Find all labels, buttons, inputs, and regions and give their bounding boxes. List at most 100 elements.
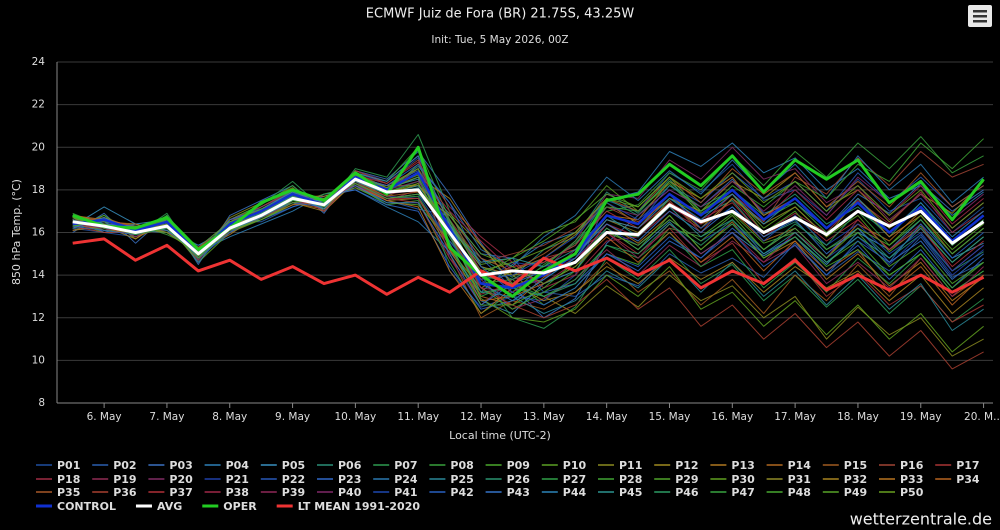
legend-label: CONTROL bbox=[57, 500, 116, 513]
x-tick-label: 6. May bbox=[87, 411, 122, 423]
y-tick-label: 18 bbox=[32, 184, 45, 196]
series-line bbox=[72, 168, 984, 306]
legend-label: P19 bbox=[113, 473, 136, 486]
series-line bbox=[72, 145, 985, 298]
legend-label: P23 bbox=[338, 473, 361, 486]
legend-label: AVG bbox=[157, 500, 182, 513]
x-tick-label: 15. May bbox=[649, 411, 691, 423]
y-tick-label: 24 bbox=[32, 56, 46, 68]
x-tick-label: 12. May bbox=[460, 411, 502, 423]
menu-icon-bar bbox=[973, 20, 987, 23]
legend-label: P40 bbox=[338, 486, 362, 499]
legend-label: P26 bbox=[507, 473, 531, 486]
legend-label: P36 bbox=[113, 486, 137, 499]
legend-label: P03 bbox=[169, 459, 192, 472]
legend-label: P48 bbox=[788, 486, 811, 499]
y-tick-label: 14 bbox=[32, 269, 46, 281]
legend-label: P20 bbox=[169, 473, 193, 486]
legend-label: P05 bbox=[282, 459, 305, 472]
legend-label: P15 bbox=[844, 459, 867, 472]
legend-label: P02 bbox=[113, 459, 136, 472]
x-tick-label: 13. May bbox=[523, 411, 565, 423]
legend-label: P30 bbox=[731, 473, 755, 486]
legend-label: P24 bbox=[394, 473, 418, 486]
legend-label: P09 bbox=[507, 459, 530, 472]
series-line bbox=[72, 172, 984, 272]
legend-label: P37 bbox=[169, 486, 192, 499]
legend-label: P06 bbox=[338, 459, 362, 472]
chart-title: ECMWF Juiz de Fora (BR) 21.75S, 43.25W bbox=[366, 7, 635, 22]
x-tick-label: 19. May bbox=[900, 411, 942, 423]
legend-label: P13 bbox=[731, 459, 754, 472]
legend-label: LT MEAN 1991-2020 bbox=[298, 500, 421, 513]
legend-label: P39 bbox=[282, 486, 305, 499]
legend-label: P21 bbox=[226, 473, 249, 486]
legend-label: P28 bbox=[619, 473, 642, 486]
x-tick-label: 8. May bbox=[212, 411, 247, 423]
series-line bbox=[72, 171, 985, 290]
legend-label: P31 bbox=[788, 473, 811, 486]
legend-label: P27 bbox=[563, 473, 586, 486]
legend-label: P34 bbox=[956, 473, 980, 486]
legend-label: P42 bbox=[450, 486, 473, 499]
legend-label: P04 bbox=[226, 459, 250, 472]
y-tick-label: 8 bbox=[38, 397, 45, 409]
x-tick-label: 17. May bbox=[774, 411, 816, 423]
x-tick-label: 11. May bbox=[397, 411, 439, 423]
x-tick-label: 20. M... bbox=[964, 411, 1000, 423]
x-tick-label: 9. May bbox=[275, 411, 310, 423]
series-line bbox=[72, 142, 984, 293]
legend-label: P11 bbox=[619, 459, 642, 472]
legend-label: P35 bbox=[57, 486, 80, 499]
y-tick-label: 20 bbox=[32, 141, 45, 153]
y-axis-label: 850 hPa Temp. (°C) bbox=[10, 179, 23, 285]
watermark: wetterzentrale.de bbox=[850, 510, 992, 529]
legend-label: P41 bbox=[394, 486, 417, 499]
legend-label: P45 bbox=[619, 486, 642, 499]
series-line bbox=[72, 161, 984, 289]
plot-area bbox=[56, 61, 993, 404]
legend-label: P33 bbox=[900, 473, 923, 486]
legend-label: P49 bbox=[844, 486, 867, 499]
y-tick-label: 22 bbox=[32, 99, 45, 111]
menu-icon-bar bbox=[973, 10, 987, 13]
series-line bbox=[72, 180, 984, 357]
legend-label: P14 bbox=[788, 459, 812, 472]
x-tick-label: 14. May bbox=[586, 411, 628, 423]
legend-label: OPER bbox=[223, 500, 257, 513]
menu-button[interactable] bbox=[968, 5, 992, 27]
x-tick-label: 16. May bbox=[711, 411, 753, 423]
legend-label: P16 bbox=[900, 459, 924, 472]
legend: P01 P02 P03 P04 P05 P06 P07 P08 P09 P10 P11 P12 P13 P… bbox=[36, 459, 980, 513]
legend-label: P44 bbox=[563, 486, 587, 499]
legend-label: P47 bbox=[731, 486, 754, 499]
y-tick-label: 16 bbox=[32, 227, 46, 239]
x-tick-label: 18. May bbox=[837, 411, 879, 423]
legend-label: P32 bbox=[844, 473, 867, 486]
legend-label: P22 bbox=[282, 473, 305, 486]
legend-label: P50 bbox=[900, 486, 924, 499]
x-tick-label: 10. May bbox=[335, 411, 377, 423]
y-tick-label: 10 bbox=[32, 354, 45, 366]
legend-label: P12 bbox=[675, 459, 698, 472]
legend-label: P18 bbox=[57, 473, 80, 486]
y-tick-label: 12 bbox=[32, 312, 45, 324]
series-line bbox=[72, 136, 984, 314]
series-line bbox=[72, 177, 985, 277]
legend-label: P01 bbox=[57, 459, 80, 472]
series-line bbox=[72, 185, 984, 306]
legend-label: P38 bbox=[226, 486, 249, 499]
legend-label: P43 bbox=[507, 486, 530, 499]
legend-label: P08 bbox=[450, 459, 473, 472]
series-line bbox=[72, 163, 984, 306]
x-tick-label: 7. May bbox=[149, 411, 184, 423]
x-axis-label: Local time (UTC-2) bbox=[449, 429, 551, 442]
legend-label: P46 bbox=[675, 486, 699, 499]
legend-label: P25 bbox=[450, 473, 473, 486]
chart-subtitle: Init: Tue, 5 May 2026, 00Z bbox=[431, 34, 568, 46]
legend-label: P10 bbox=[563, 459, 587, 472]
legend-label: P29 bbox=[675, 473, 698, 486]
menu-icon-bar bbox=[973, 15, 987, 18]
legend-label: P17 bbox=[956, 459, 979, 472]
